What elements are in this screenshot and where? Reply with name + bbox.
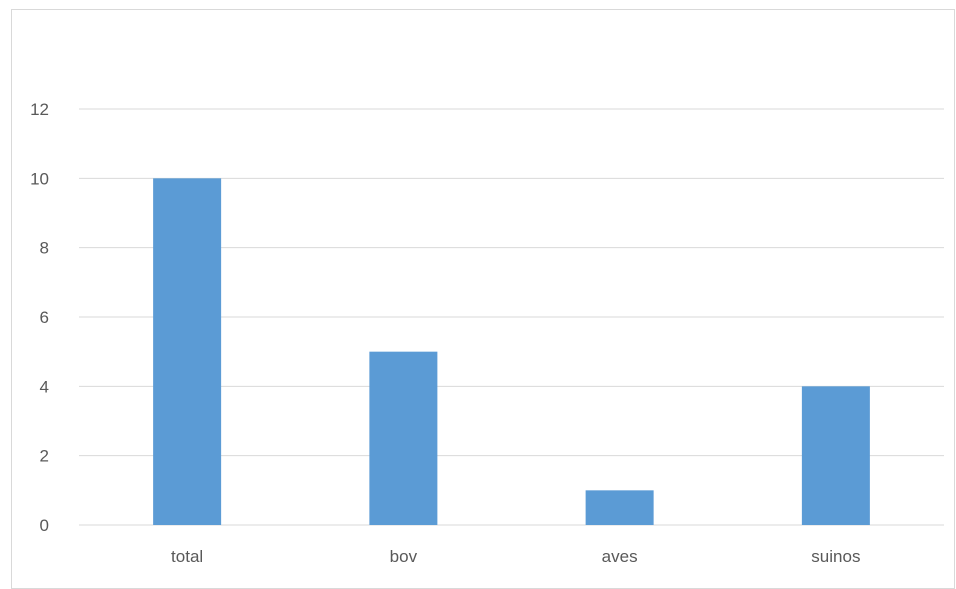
x-tick-label: bov [390, 547, 418, 566]
x-tick-label: total [171, 547, 203, 566]
y-tick-label: 0 [40, 516, 49, 535]
bars [153, 178, 870, 526]
y-tick-label: 10 [30, 169, 49, 188]
x-tick-label: aves [602, 547, 638, 566]
bar-bov [369, 351, 438, 525]
gridlines [79, 108, 944, 526]
y-tick-label: 4 [40, 377, 49, 396]
bar-total [153, 178, 222, 526]
axes: 0 2 4 6 8 10 12 total bov aves suinos [30, 100, 860, 566]
x-tick-label: suinos [811, 547, 860, 566]
y-tick-label: 12 [30, 100, 49, 119]
bar-suinos [801, 386, 870, 525]
bar-aves [585, 490, 654, 525]
y-tick-label: 2 [40, 447, 49, 466]
y-tick-label: 8 [40, 239, 49, 258]
y-tick-label: 6 [40, 308, 49, 327]
